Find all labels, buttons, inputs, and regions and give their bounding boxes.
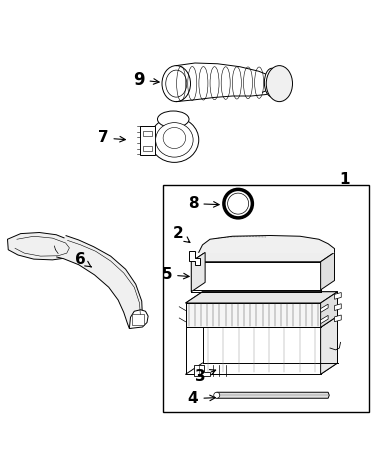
Polygon shape — [129, 310, 148, 328]
Polygon shape — [191, 236, 334, 252]
Text: 5: 5 — [162, 268, 189, 283]
Bar — [140, 126, 155, 155]
Ellipse shape — [162, 65, 190, 102]
Ellipse shape — [150, 117, 199, 162]
Polygon shape — [189, 251, 200, 265]
Ellipse shape — [214, 392, 220, 398]
Polygon shape — [186, 292, 338, 303]
Polygon shape — [321, 316, 328, 324]
Bar — [142, 130, 152, 136]
Text: 2: 2 — [173, 226, 190, 243]
Polygon shape — [321, 292, 338, 327]
Text: 3: 3 — [195, 369, 216, 383]
Polygon shape — [321, 316, 338, 374]
Text: 1: 1 — [340, 172, 350, 187]
Polygon shape — [321, 252, 334, 290]
Ellipse shape — [163, 128, 186, 148]
Polygon shape — [8, 233, 75, 260]
Polygon shape — [321, 292, 338, 374]
Ellipse shape — [264, 68, 279, 97]
Polygon shape — [56, 236, 142, 328]
Polygon shape — [191, 252, 334, 262]
Text: 6: 6 — [75, 252, 91, 268]
Ellipse shape — [158, 111, 189, 128]
Polygon shape — [186, 303, 321, 327]
Polygon shape — [321, 304, 328, 312]
Polygon shape — [191, 262, 321, 290]
Ellipse shape — [266, 65, 292, 102]
Ellipse shape — [166, 70, 187, 97]
Polygon shape — [334, 292, 341, 299]
Bar — [132, 314, 144, 325]
Polygon shape — [334, 315, 341, 322]
Polygon shape — [186, 327, 321, 374]
Text: 4: 4 — [188, 391, 215, 406]
Polygon shape — [186, 303, 321, 374]
Polygon shape — [186, 292, 338, 303]
Text: 9: 9 — [133, 71, 159, 89]
Bar — [142, 146, 152, 151]
Polygon shape — [191, 252, 205, 292]
Polygon shape — [334, 304, 341, 310]
Ellipse shape — [224, 189, 252, 218]
Text: 8: 8 — [188, 196, 219, 211]
Polygon shape — [194, 365, 210, 376]
Bar — [163, 185, 369, 412]
Ellipse shape — [228, 193, 249, 214]
Ellipse shape — [156, 122, 193, 157]
Text: 7: 7 — [98, 130, 125, 146]
Polygon shape — [216, 392, 329, 398]
